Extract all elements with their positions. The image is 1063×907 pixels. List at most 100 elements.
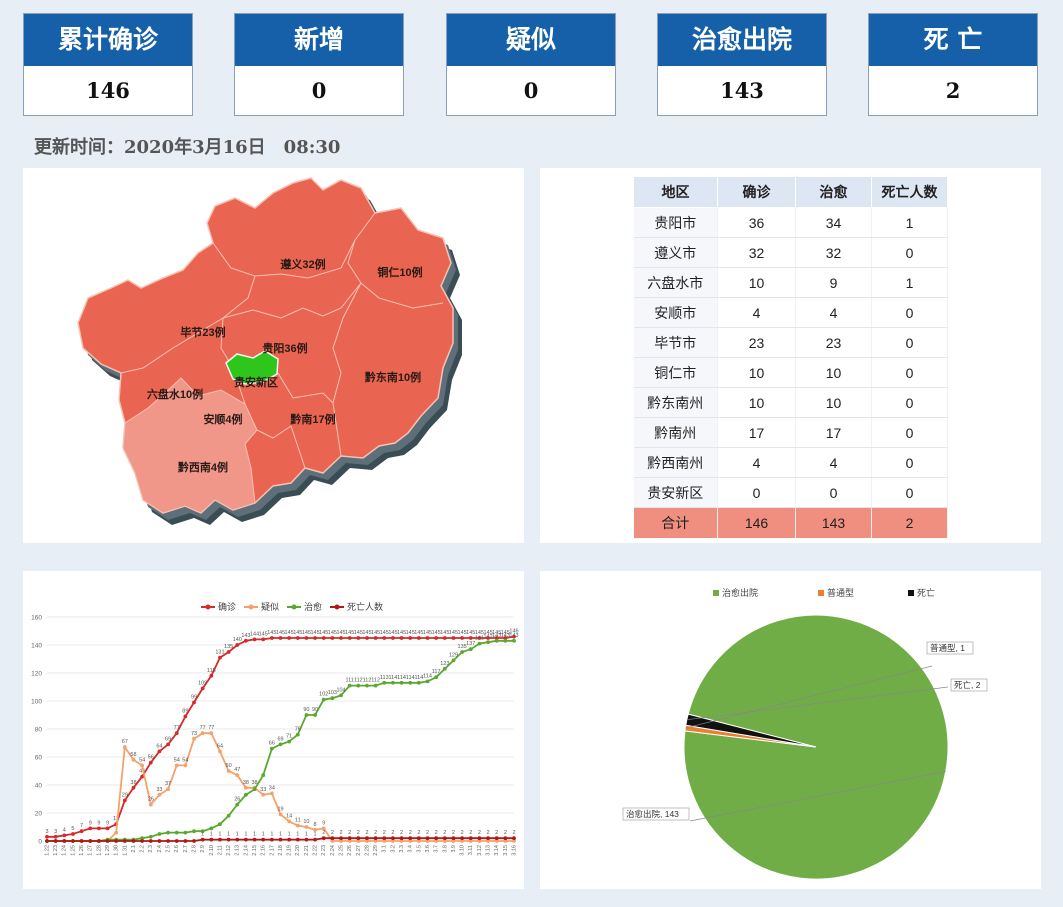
y-tick-label: 20: [35, 811, 43, 818]
data-point: [122, 839, 127, 843]
column-header: 地区: [633, 176, 718, 208]
x-tick-label: 3.2: [390, 845, 396, 853]
x-tick-label: 1.25: [70, 845, 76, 856]
data-point: [252, 637, 257, 642]
data-label: 145: [423, 630, 432, 636]
data-point: [416, 680, 421, 685]
data-point: [114, 839, 119, 843]
legend-marker: [334, 604, 340, 610]
data-label: 114: [397, 675, 406, 681]
data-label: 3: [54, 829, 57, 835]
value-cell: 143: [795, 507, 872, 538]
data-label: 145: [475, 630, 484, 636]
x-tick-label: 2.15: [252, 845, 258, 856]
data-label: 145: [267, 630, 276, 636]
leader-line: [685, 665, 933, 729]
region-label: 遵义32例: [280, 257, 325, 271]
data-point: [408, 636, 413, 640]
data-point: [140, 774, 145, 779]
legend-label: 确诊: [218, 601, 236, 612]
region-southwest-light: [122, 377, 258, 514]
data-point: [278, 636, 283, 640]
legend-label: 死亡人数: [347, 601, 383, 612]
data-point: [486, 640, 490, 645]
region-name-cell: 贵安新区: [633, 477, 718, 508]
stat-card-suspected: 疑似 0: [446, 13, 616, 116]
data-point: [382, 636, 387, 640]
data-point: [442, 836, 447, 841]
data-point: [218, 837, 222, 842]
stats-table: 地区 确诊 治愈 死亡人数 贵阳市 36 34 1 遵义市 32 32 0 六盘水市 10 9 1 安顺…: [633, 176, 948, 538]
data-label: 145: [380, 630, 389, 636]
label-box: [950, 678, 988, 692]
stat-value: 143: [720, 78, 764, 103]
value-cell: 2: [871, 507, 948, 538]
data-label: 2: [365, 830, 368, 836]
data-point: [486, 636, 490, 640]
x-tick-label: 2.19: [287, 845, 293, 856]
data-point: [261, 792, 266, 797]
value-cell: 32: [717, 237, 796, 268]
data-point: [365, 839, 369, 843]
x-tick-label: 3.9: [451, 845, 457, 853]
data-label: 129: [449, 652, 458, 658]
data-point: [416, 636, 421, 640]
data-label: 1: [270, 832, 273, 838]
table-total-row: 合计 146 143 2: [633, 507, 948, 538]
data-label: 112: [371, 678, 380, 684]
data-label: 2: [461, 830, 464, 836]
region-label: 铜仁10例: [376, 265, 422, 279]
data-point: [512, 839, 516, 843]
data-label: 145: [345, 630, 354, 636]
data-label: 69: [277, 736, 283, 742]
x-tick-label: 3.16: [511, 845, 517, 856]
data-label: 89: [182, 708, 188, 714]
data-point: [365, 836, 369, 841]
data-label: 145: [406, 630, 415, 636]
x-tick-label: 2.13: [235, 845, 241, 856]
data-point: [157, 792, 162, 797]
value-cell: 23: [795, 327, 872, 358]
data-label: 2: [348, 830, 351, 836]
legend-item: 疑似: [244, 602, 279, 612]
data-label: 77: [200, 725, 206, 731]
region-name-cell: 铜仁市: [633, 357, 718, 388]
data-point: [174, 763, 179, 768]
x-tick-label: 3.1: [382, 845, 388, 853]
data-point: [347, 683, 352, 688]
data-point: [45, 839, 49, 843]
data-point: [122, 745, 127, 750]
data-point: [252, 787, 257, 792]
data-point: [382, 839, 387, 843]
data-point: [295, 837, 300, 842]
data-label: 145: [440, 630, 449, 636]
data-point: [321, 636, 326, 640]
data-label: 64: [156, 743, 162, 749]
data-label: 141: [475, 636, 484, 642]
data-label: 19: [277, 806, 283, 812]
value-cell: 0: [871, 357, 948, 388]
data-label: 死亡, 2: [954, 680, 981, 690]
data-point: [192, 839, 196, 843]
data-point: [148, 834, 153, 839]
data-label: 14: [286, 813, 292, 819]
data-label: 145: [310, 630, 319, 636]
legend-marker: [291, 604, 297, 610]
data-point: [356, 836, 361, 841]
region-name-cell: 黔东南州: [633, 387, 718, 418]
data-point: [503, 839, 508, 843]
data-label: 2: [357, 830, 360, 836]
label-box: [926, 641, 974, 655]
x-tick-label: 2.4: [157, 845, 163, 853]
stat-card-deaths: 死 亡 2: [868, 13, 1038, 116]
value-cell: 36: [717, 207, 796, 238]
x-tick-label: 1.29: [105, 845, 111, 856]
value-cell: 146: [717, 507, 796, 538]
data-point: [416, 836, 421, 841]
data-label: 2: [512, 830, 515, 836]
data-label: 140: [233, 637, 242, 643]
data-point: [183, 763, 188, 768]
data-point: [148, 802, 153, 807]
data-point: [399, 636, 404, 640]
region-label: 六盘水10例: [147, 387, 203, 401]
